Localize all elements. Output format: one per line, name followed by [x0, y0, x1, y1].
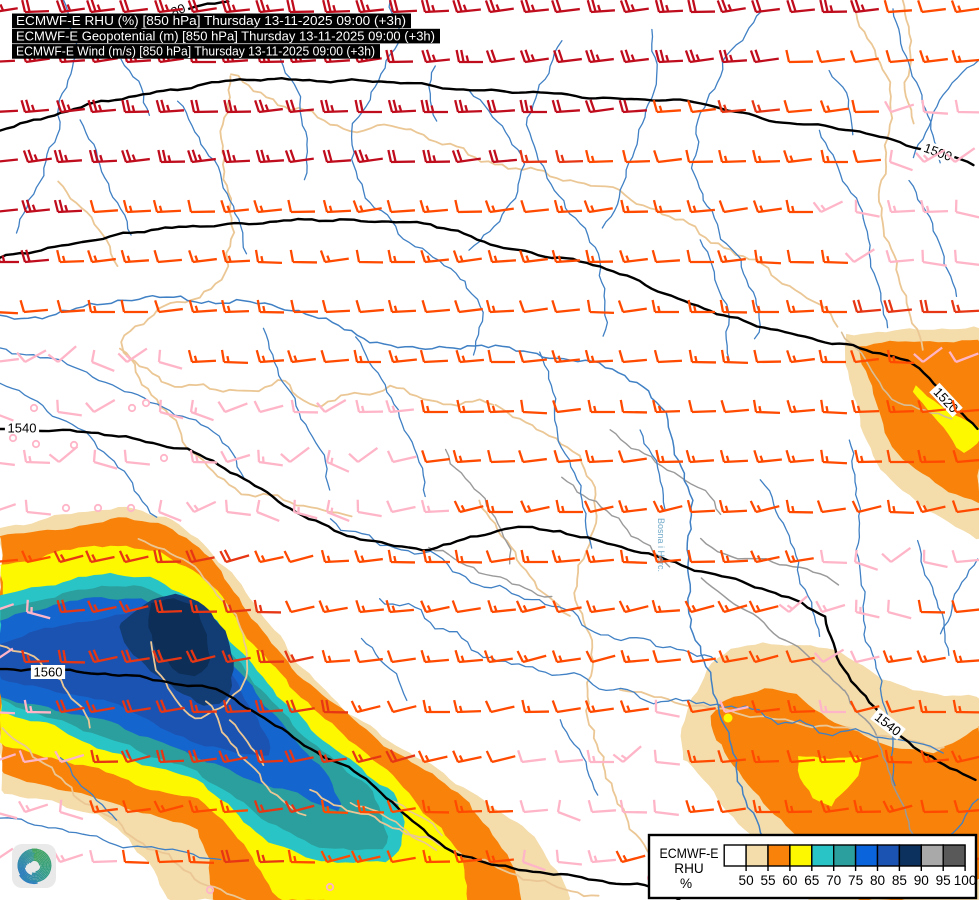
svg-text:55: 55	[760, 873, 775, 888]
svg-text:95: 95	[936, 873, 951, 888]
svg-text:50: 50	[739, 873, 755, 888]
svg-text:70: 70	[826, 873, 842, 888]
svg-text:100: 100	[954, 873, 977, 888]
svg-text:65: 65	[804, 873, 819, 888]
svg-text:90: 90	[914, 873, 930, 888]
svg-text:%: %	[680, 876, 692, 891]
svg-text:RHU: RHU	[674, 861, 703, 876]
svg-text:1560: 1560	[34, 665, 63, 680]
svg-text:ECMWF-E: ECMWF-E	[660, 846, 719, 861]
svg-text:60: 60	[782, 873, 798, 888]
svg-text:80: 80	[870, 873, 886, 888]
svg-text:75: 75	[848, 873, 863, 888]
svg-text:Bosna i Herc.: Bosna i Herc.	[656, 518, 666, 572]
svg-text:ECMWF-E RHU (%) [850 hPa] Thur: ECMWF-E RHU (%) [850 hPa] Thursday 13-11…	[16, 13, 406, 28]
svg-text:1540: 1540	[8, 421, 37, 436]
svg-text:ECMWF-E Wind (m/s) [850 hPa] T: ECMWF-E Wind (m/s) [850 hPa] Thursday 13…	[16, 44, 375, 59]
svg-text:ECMWF-E Geopotential (m) [850: ECMWF-E Geopotential (m) [850 hPa] Thurs…	[16, 28, 435, 43]
svg-text:85: 85	[892, 873, 907, 888]
